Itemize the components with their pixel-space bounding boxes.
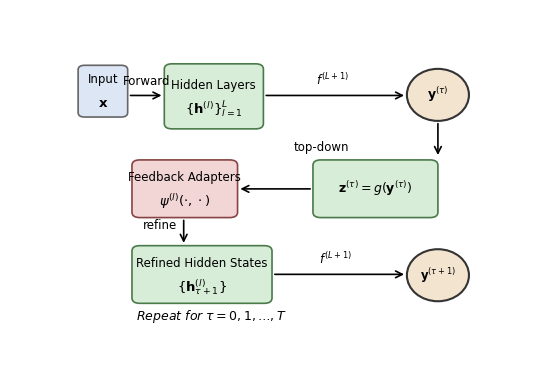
Text: Feedback Adapters: Feedback Adapters xyxy=(128,171,241,184)
FancyBboxPatch shape xyxy=(132,246,272,303)
Text: $\mathbf{y}^{(\tau)}$: $\mathbf{y}^{(\tau)}$ xyxy=(427,85,449,104)
Text: $\mathbf{y}^{(\tau+1)}$: $\mathbf{y}^{(\tau+1)}$ xyxy=(420,266,456,285)
Text: refine: refine xyxy=(143,219,177,232)
Text: $\mathit{Repeat\ for\ }\tau = 0, 1, \ldots, T$: $\mathit{Repeat\ for\ }\tau = 0, 1, \ldo… xyxy=(136,308,287,326)
FancyBboxPatch shape xyxy=(313,160,438,218)
Text: $f^{(L+1)}$: $f^{(L+1)}$ xyxy=(319,252,352,267)
Text: $\mathbf{z}^{(\tau)} = g(\mathbf{y}^{(\tau)})$: $\mathbf{z}^{(\tau)} = g(\mathbf{y}^{(\t… xyxy=(338,179,413,198)
Text: $f^{(L+1)}$: $f^{(L+1)}$ xyxy=(316,72,349,88)
FancyBboxPatch shape xyxy=(78,65,128,117)
Text: top-down: top-down xyxy=(294,141,349,154)
FancyBboxPatch shape xyxy=(132,160,237,218)
Ellipse shape xyxy=(407,69,469,121)
Text: Input: Input xyxy=(88,73,118,86)
Text: Refined Hidden States: Refined Hidden States xyxy=(136,257,268,270)
Ellipse shape xyxy=(407,249,469,301)
Text: $\mathbf{x}$: $\mathbf{x}$ xyxy=(98,97,108,110)
Text: Hidden Layers: Hidden Layers xyxy=(171,79,256,92)
Text: Forward: Forward xyxy=(122,75,170,88)
FancyBboxPatch shape xyxy=(165,64,264,129)
Text: $\psi^{(l)}(\cdot,\cdot)$: $\psi^{(l)}(\cdot,\cdot)$ xyxy=(159,192,210,210)
Text: $\{\mathbf{h}^{(l)}_{\tau+1}\}$: $\{\mathbf{h}^{(l)}_{\tau+1}\}$ xyxy=(177,277,227,297)
Text: $\{\mathbf{h}^{(l)}\}_{l=1}^{L}$: $\{\mathbf{h}^{(l)}\}_{l=1}^{L}$ xyxy=(185,99,242,119)
